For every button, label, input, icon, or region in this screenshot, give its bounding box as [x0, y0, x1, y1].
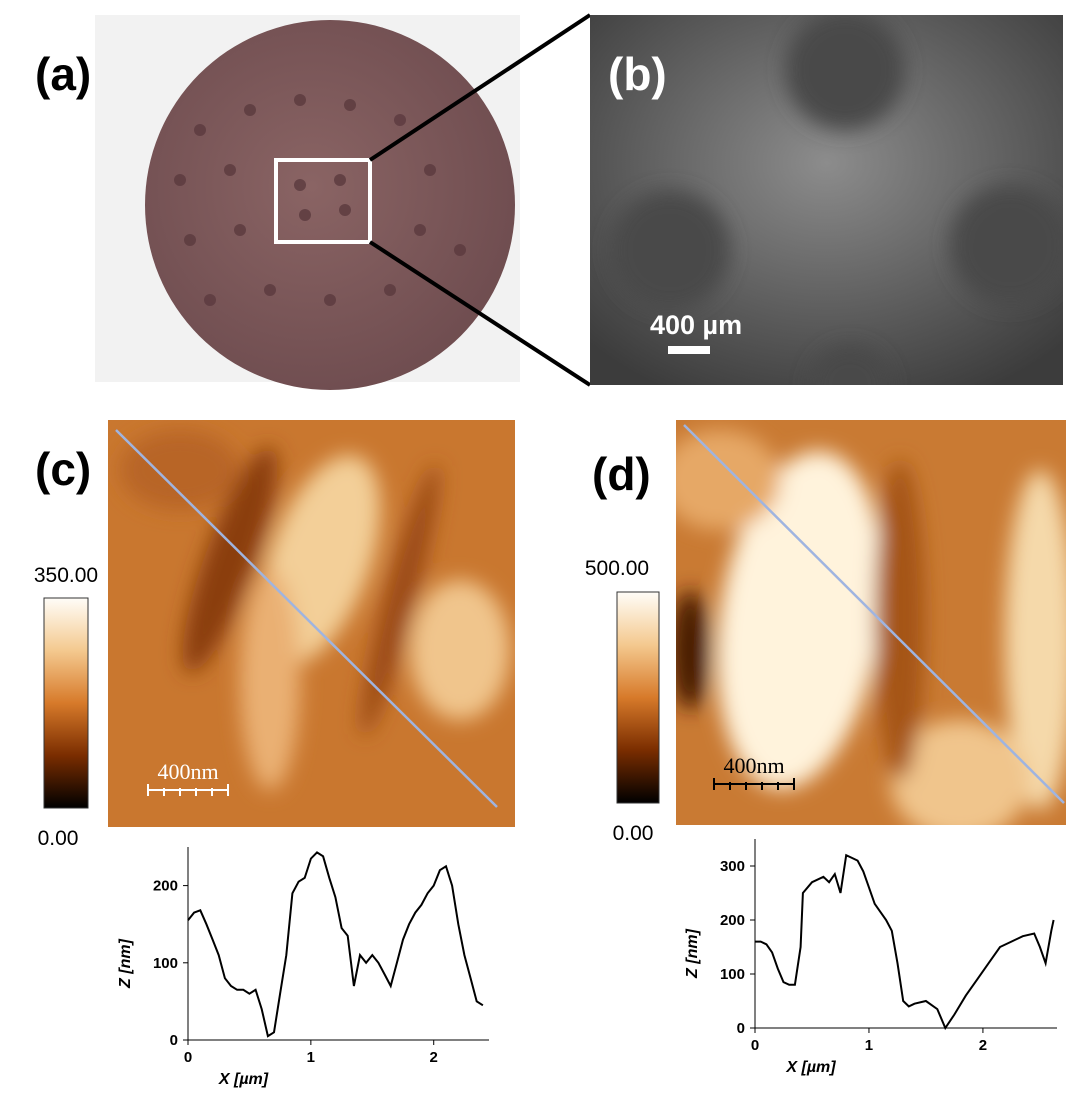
y-axis-label: Z [nm] [117, 938, 134, 989]
sample-disc [145, 20, 515, 390]
y-tick-label: 100 [153, 955, 178, 972]
profile-line [188, 852, 483, 1036]
scale-label: 400 µm [650, 310, 742, 340]
y-tick-label: 300 [720, 858, 745, 875]
scale-bar [668, 346, 710, 354]
colorbar [44, 598, 88, 808]
x-axis-label: X [µm] [218, 1071, 269, 1088]
panel-label: (a) [35, 48, 91, 100]
y-axis-label: Z [nm] [684, 928, 701, 979]
x-tick-label: 0 [751, 1037, 759, 1054]
page: 400 µm 400nm 350.00 0.00 400nm 500.00 0.… [0, 0, 1066, 1093]
colorbar-max: 350.00 [34, 564, 98, 587]
colorbar-min: 0.00 [613, 822, 654, 845]
profile-line [755, 855, 1054, 1028]
panel-label: (c) [35, 443, 91, 495]
panel-label: (d) [592, 448, 651, 500]
y-tick-label: 0 [737, 1020, 745, 1037]
x-tick-label: 2 [979, 1037, 987, 1054]
x-tick-label: 1 [307, 1049, 315, 1066]
colorbar-min: 0.00 [38, 827, 79, 850]
colorbar [617, 592, 659, 803]
x-tick-label: 1 [865, 1037, 873, 1054]
y-tick-label: 200 [153, 878, 178, 895]
panel-label: (b) [608, 48, 667, 100]
scale-label: 400nm [723, 753, 784, 778]
colorbar-max: 500.00 [585, 557, 649, 580]
x-tick-label: 0 [184, 1049, 192, 1066]
y-tick-label: 0 [170, 1032, 178, 1049]
y-tick-label: 200 [720, 912, 745, 929]
y-tick-label: 100 [720, 966, 745, 983]
x-axis-label: X [µm] [785, 1059, 836, 1076]
figure: 400 µm 400nm 350.00 0.00 400nm 500.00 0.… [0, 0, 1066, 1093]
x-tick-label: 2 [430, 1049, 438, 1066]
scale-label: 400nm [157, 759, 218, 784]
